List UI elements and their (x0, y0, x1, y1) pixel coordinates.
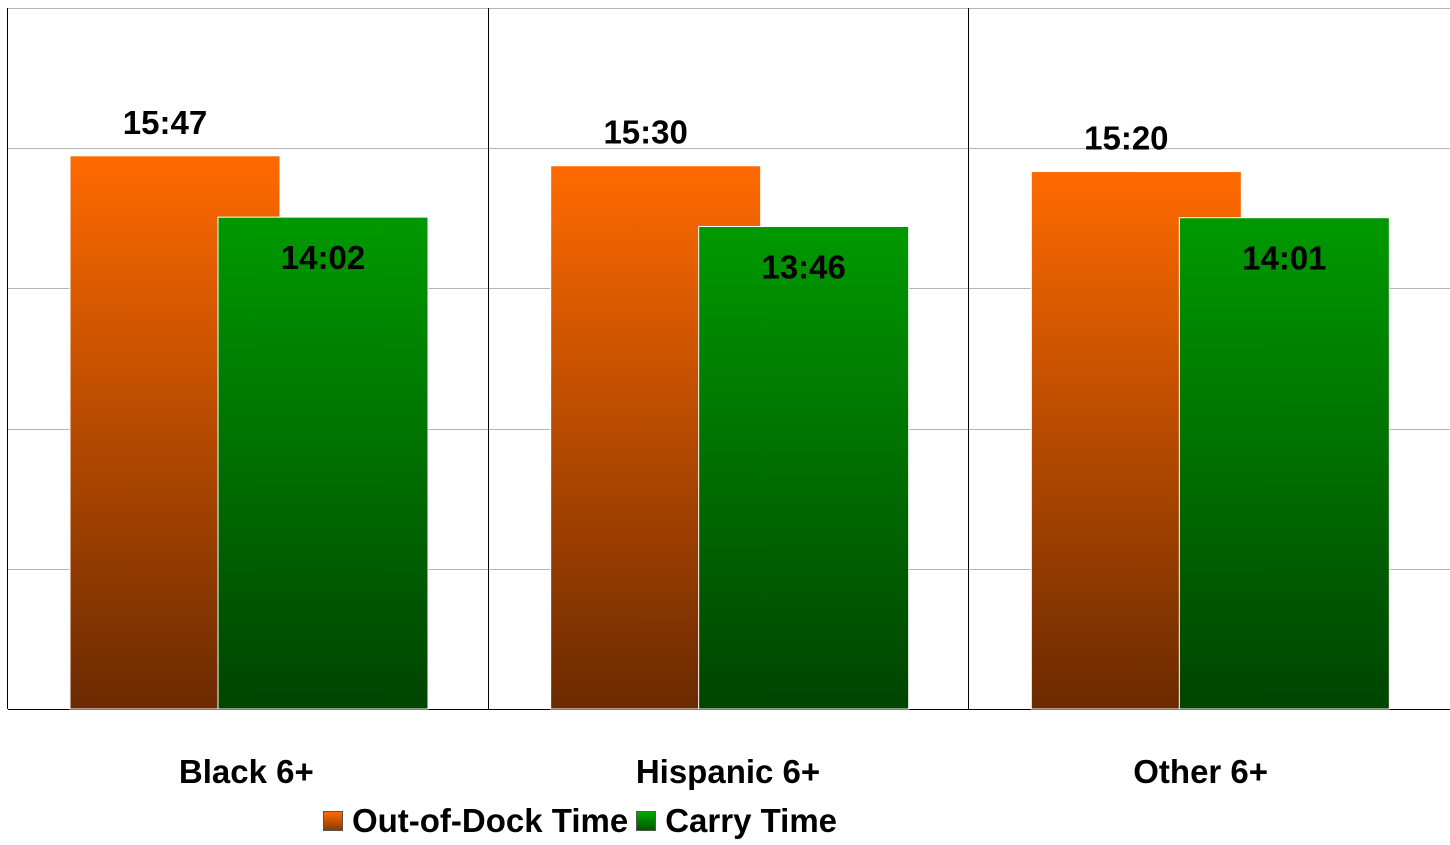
category-label: Other 6+ (1133, 753, 1268, 790)
category-label: Black 6+ (179, 753, 314, 790)
legend-label-out-of-dock: Out-of-Dock Time (351, 802, 629, 839)
legend-swatch-out-of-dock (322, 811, 343, 831)
bar-carry (698, 225, 910, 710)
legend-item-carry: Carry Time (636, 802, 837, 840)
legend: Out-of-Dock Time Carry Time (0, 802, 1160, 840)
legend-swatch-carry (636, 811, 657, 831)
value-label-carry: 14:02 (281, 239, 365, 276)
legend-item-out-of-dock: Out-of-Dock Time (322, 802, 629, 840)
category-label: Hispanic 6+ (636, 753, 820, 790)
bar-carry (217, 216, 429, 710)
value-label-carry: 13:46 (761, 248, 845, 285)
value-label-carry: 14:01 (1242, 240, 1326, 277)
bar-carry (1178, 217, 1390, 710)
value-label-out-of-dock: 15:30 (603, 114, 687, 151)
legend-label-carry: Carry Time (665, 802, 838, 839)
value-label-out-of-dock: 15:20 (1084, 120, 1168, 157)
value-label-out-of-dock: 15:47 (123, 104, 207, 141)
